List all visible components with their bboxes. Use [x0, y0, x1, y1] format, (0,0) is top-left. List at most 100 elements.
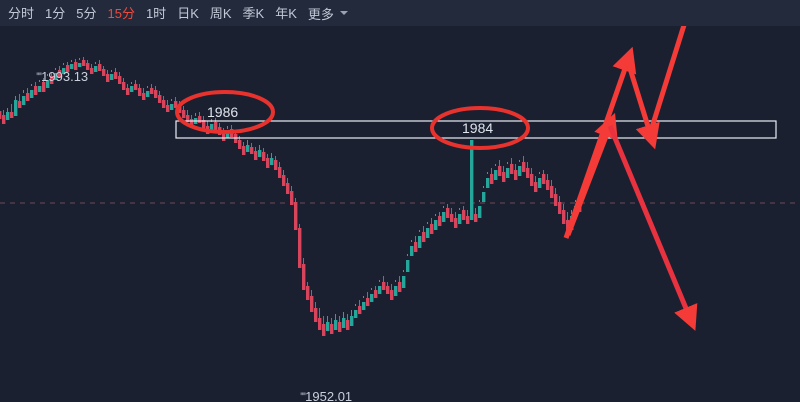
- resistance-box: [175, 120, 777, 139]
- candle-body: [518, 166, 522, 176]
- timeframe-dayk[interactable]: 日K: [177, 5, 199, 21]
- candle-body: [10, 112, 14, 118]
- candle-body: [62, 68, 66, 74]
- timeframe-15m[interactable]: 15分: [107, 5, 135, 21]
- candle-body: [402, 276, 406, 288]
- candle-body: [102, 69, 106, 76]
- candle-body: [386, 286, 390, 294]
- timeframe-yeark[interactable]: 年K: [275, 5, 297, 21]
- timeframe-1m[interactable]: 1分: [45, 5, 66, 21]
- candle-body: [378, 286, 382, 294]
- candle-body: [438, 216, 442, 226]
- candle-body: [538, 178, 542, 188]
- timeframe-5m[interactable]: 5分: [76, 5, 97, 21]
- candle-body: [342, 318, 346, 328]
- timeframe-fenshi[interactable]: 分时: [8, 5, 35, 21]
- candle-body: [338, 322, 342, 332]
- candle-body: [514, 170, 518, 180]
- candle-body: [294, 202, 298, 230]
- candle-body: [202, 120, 206, 129]
- candle-body: [110, 74, 114, 80]
- candle-body: [530, 174, 534, 186]
- timeframe-quarterk[interactable]: 季K: [242, 5, 265, 21]
- candle-body: [142, 93, 146, 100]
- candle-body: [158, 95, 162, 103]
- candle-body: [66, 65, 70, 72]
- candle-body: [186, 115, 190, 122]
- timeframe-1h[interactable]: 1时: [145, 5, 167, 21]
- arrow-up-2: [563, 46, 637, 239]
- candle-body: [282, 175, 286, 186]
- timeframe-weekk[interactable]: 周K: [209, 5, 232, 21]
- candle-body: [22, 96, 26, 105]
- candle-body: [250, 147, 254, 154]
- candlestick-chart[interactable]: [0, 26, 800, 402]
- candle-body: [314, 308, 318, 322]
- candle-body: [18, 101, 22, 108]
- candle-body: [198, 116, 202, 123]
- candle-body: [430, 224, 434, 234]
- candle-body: [534, 182, 538, 192]
- candle-body: [542, 174, 546, 184]
- candle-body: [222, 132, 226, 141]
- candle-body: [50, 76, 54, 84]
- candle-body: [138, 88, 142, 96]
- candle-body: [214, 122, 218, 130]
- candle-body: [26, 93, 30, 101]
- candle-body: [114, 72, 118, 79]
- candle-body: [350, 316, 354, 326]
- candle-body: [6, 112, 10, 120]
- candle-body: [526, 168, 530, 178]
- candle-body: [54, 73, 58, 80]
- candle-body: [394, 286, 398, 296]
- timeframe-toolbar: 分时 1分 5分 15分 1时 日K 周K 季K 年K 更多: [0, 0, 800, 26]
- candle-body: [422, 232, 426, 242]
- candle-body: [242, 146, 246, 155]
- candle-body: [366, 298, 370, 306]
- candle-body: [86, 63, 90, 70]
- candle-body: [98, 64, 102, 71]
- candle-body: [162, 100, 166, 108]
- candle-body: [434, 220, 438, 230]
- candle-body: [126, 88, 130, 95]
- candle-body: [190, 119, 194, 127]
- candle-body: [426, 228, 430, 238]
- chevron-down-icon[interactable]: [339, 11, 348, 15]
- candle-body: [78, 63, 82, 67]
- candle-body: [398, 282, 402, 292]
- arrow-up-3: [645, 26, 687, 141]
- candle-body: [70, 64, 74, 69]
- candle-body: [474, 214, 478, 222]
- candle-body: [510, 164, 514, 174]
- candle-body: [454, 218, 458, 228]
- candle-body: [502, 172, 506, 182]
- candle-series: [0, 57, 582, 336]
- candle-body: [254, 151, 258, 160]
- candle-body: [106, 74, 110, 82]
- chart-canvas: [0, 26, 800, 336]
- arrow-down-2: [607, 125, 698, 331]
- candle-body: [130, 86, 134, 92]
- more-button[interactable]: 更多: [307, 6, 334, 22]
- candle-body: [74, 62, 78, 70]
- candle-body: [486, 178, 490, 188]
- candle-body: [494, 170, 498, 180]
- candle-body: [38, 86, 42, 92]
- candle-body: [182, 110, 186, 118]
- candle-body: [406, 260, 410, 272]
- candle-body: [362, 302, 366, 310]
- candle-body: [466, 216, 470, 224]
- annotation-layer: [175, 26, 777, 331]
- candle-body: [326, 322, 330, 331]
- candle-body: [410, 246, 414, 256]
- candle-body: [150, 88, 154, 94]
- candle-body: [306, 286, 310, 300]
- candle-body: [562, 210, 566, 224]
- candle-body: [298, 228, 302, 268]
- candle-body: [478, 206, 482, 218]
- candle-body: [274, 160, 278, 170]
- candle-body: [166, 105, 170, 112]
- candle-body: [318, 318, 322, 330]
- candle-body: [458, 214, 462, 224]
- candle-body: [290, 191, 294, 205]
